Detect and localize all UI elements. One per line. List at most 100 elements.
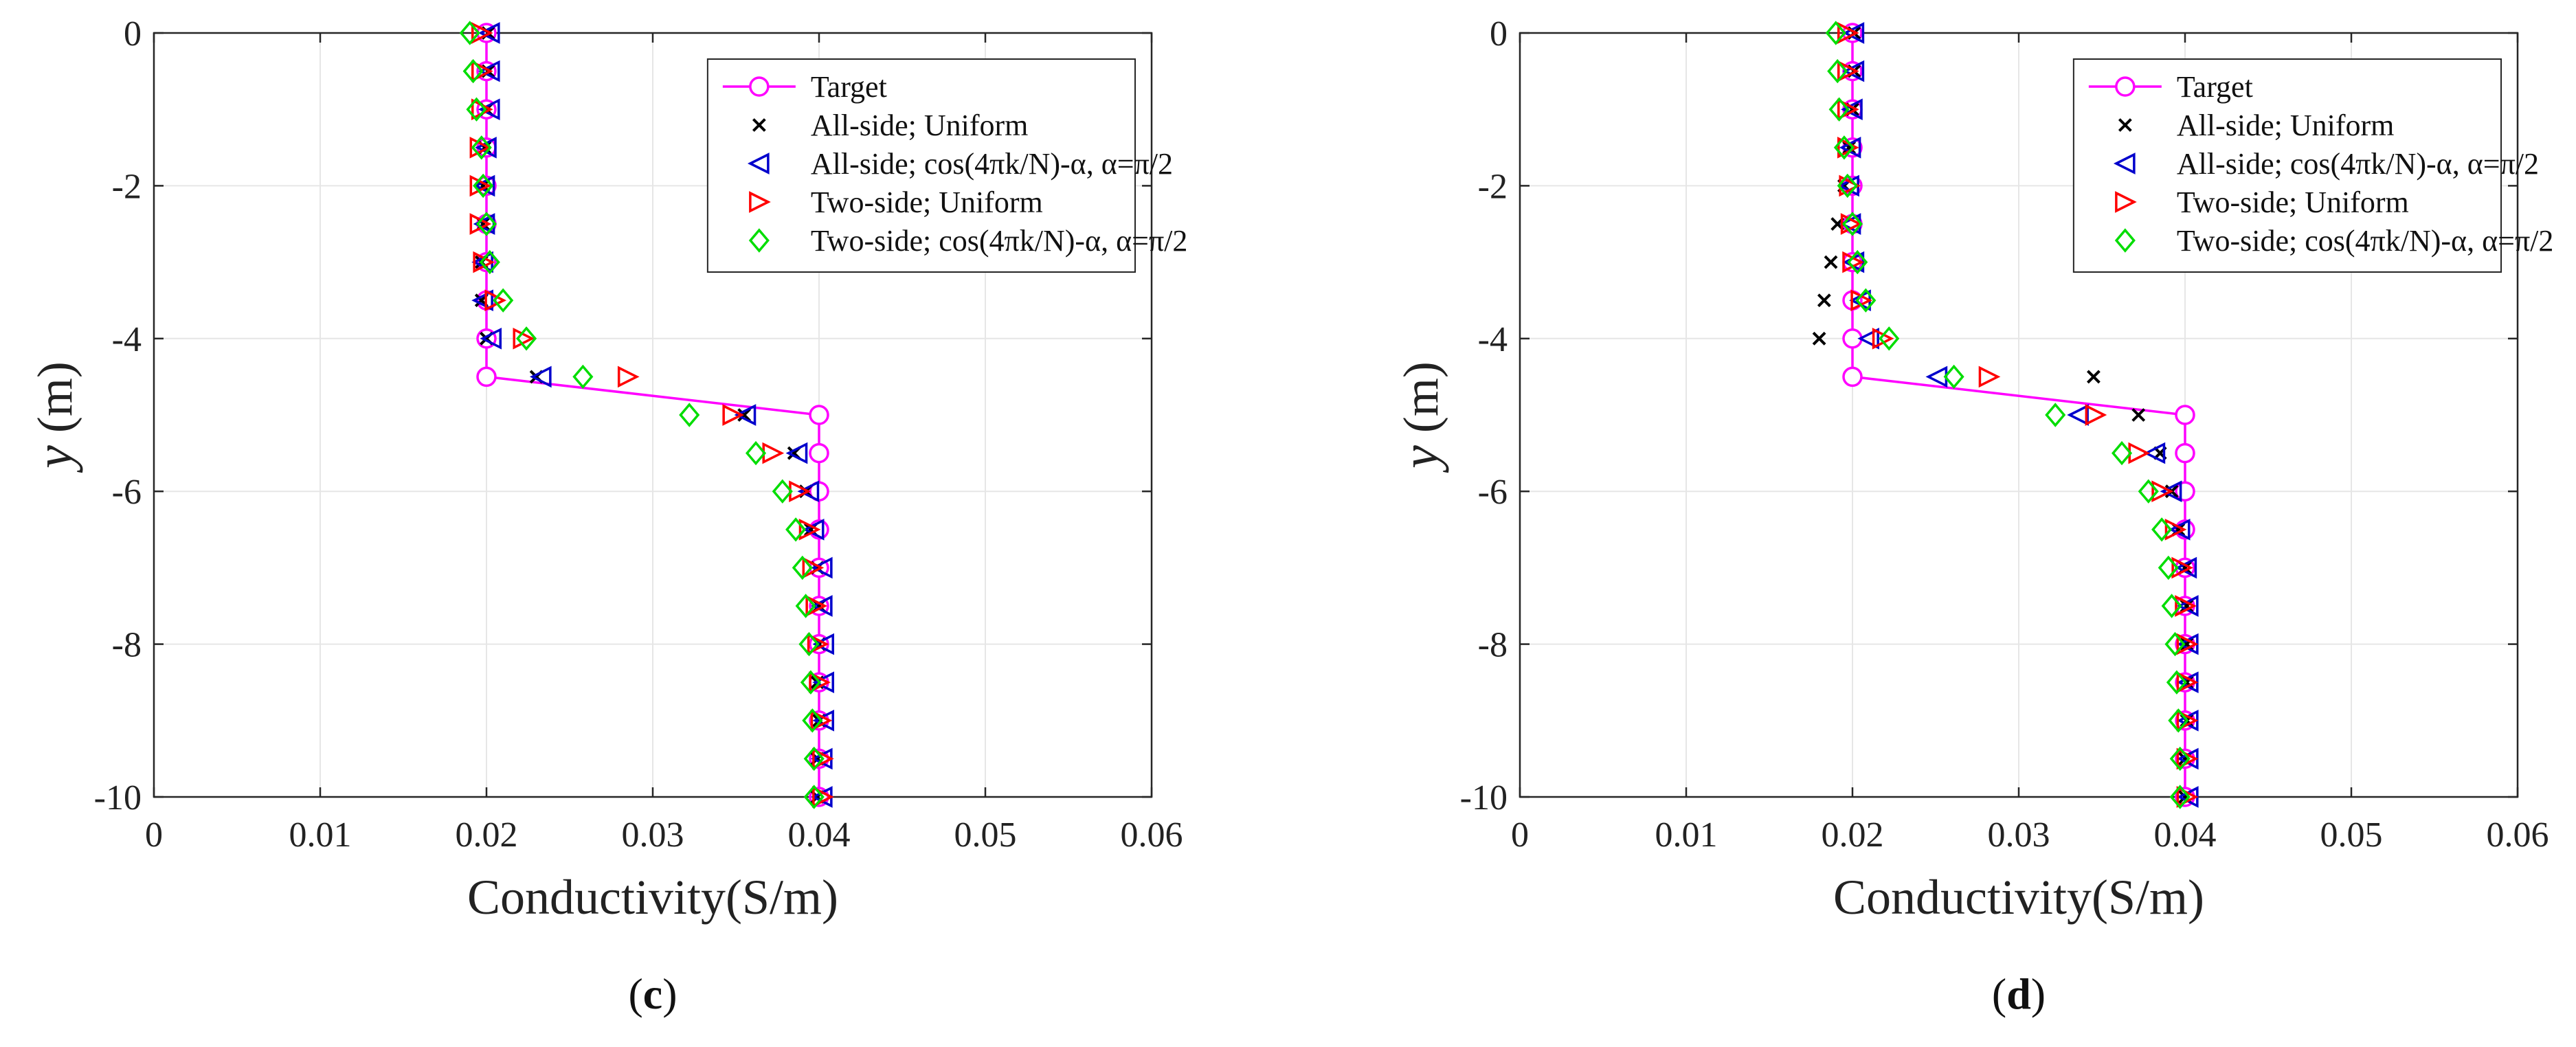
data-point-two_cos: [2158, 555, 2179, 581]
data-point-two_uniform: [812, 747, 834, 770]
data-point-all_uniform: [2180, 637, 2194, 651]
x-tick-label: 0.01: [1655, 815, 1718, 855]
data-point-all_cos: [529, 365, 552, 388]
data-point-two_uniform: [2176, 709, 2199, 732]
y-tick-label: 0: [124, 14, 142, 54]
data-point-two_uniform: [1837, 22, 1859, 44]
data-point-two_cos: [2169, 785, 2191, 809]
legend-marker-two_cos: [748, 228, 770, 253]
data-point-all_uniform: [1812, 331, 1826, 346]
data-point-two_cos: [800, 670, 821, 695]
data-point-all_cos: [471, 289, 493, 312]
data-point-two_cos: [1847, 249, 1868, 275]
x-tick-label: 0: [145, 815, 163, 855]
x-tick-label: 0.02: [456, 815, 518, 855]
data-point-all_cos: [1841, 98, 1863, 121]
legend-box: [2072, 58, 2502, 273]
panel-label-close: ): [2031, 969, 2046, 1018]
series-two_cos: [1825, 21, 2191, 809]
legend-label-all_uniform: All-side; Uniform: [2177, 109, 2395, 142]
chart-panel-c: 0 0.01 0.02 0.03 0.04 0.05 0.06 0 -2 -4 -6 -8 -10 Con…: [25, 14, 1187, 1018]
data-point-target: [1842, 366, 1863, 387]
legend-marker-two_uniform: [2115, 191, 2137, 213]
data-point-all_cos: [812, 709, 835, 732]
data-point-all_cos: [810, 595, 833, 617]
data-point-two_cos: [1943, 364, 1964, 390]
y-tick-label: -6: [1478, 473, 1508, 512]
y-axis-label-unit: (m): [27, 361, 82, 445]
data-point-two_uniform: [1978, 365, 2001, 388]
data-point-all_cos: [478, 22, 500, 44]
panel-label-letter: d: [2006, 969, 2031, 1018]
data-point-all_cos: [478, 60, 500, 82]
data-point-all_cos: [785, 442, 808, 464]
data-point-two_cos: [1837, 173, 1858, 199]
data-point-two_cos: [2151, 517, 2173, 542]
legend-marker-two_uniform: [749, 191, 771, 213]
data-point-all_uniform: [2086, 370, 2101, 384]
panel-label-open: (: [628, 969, 642, 1018]
data-point-all_uniform: [1817, 293, 1831, 308]
data-point-two_uniform: [1837, 136, 1859, 159]
data-point-two_uniform: [617, 365, 640, 388]
data-point-two_uniform: [2164, 518, 2187, 541]
data-point-two_uniform: [1837, 60, 1859, 82]
data-point-two_cos: [745, 440, 767, 466]
legend-label-two_uniform: Two-side; Uniform: [2177, 185, 2409, 219]
y-axis-label-var: y: [1391, 445, 1449, 473]
data-point-two_cos: [803, 785, 825, 809]
data-point-two_cos: [2161, 594, 2182, 618]
y-tick-label: -10: [94, 778, 142, 818]
data-point-all_cos: [2067, 404, 2089, 426]
data-point-all_cos: [2168, 518, 2191, 541]
data-point-two_cos: [803, 746, 825, 772]
panel-label-letter: c: [643, 969, 662, 1018]
data-point-two_cos: [2166, 670, 2187, 695]
legend-marker-target: [749, 76, 770, 97]
x-axis-label: Conductivity(S/m): [467, 870, 838, 925]
data-point-two_cos: [798, 631, 820, 657]
data-point-all_cos: [812, 671, 835, 694]
y-tick-label: 0: [1490, 14, 1508, 54]
data-point-two_cos: [1855, 288, 1877, 313]
x-tick-label: 0.03: [622, 815, 684, 855]
data-point-two_cos: [2045, 403, 2066, 427]
legend: Target All-side; Uniform All-side; cos(4πk…: [2072, 58, 2553, 273]
data-point-two_uniform: [798, 518, 821, 541]
data-point-all_cos: [1839, 136, 1861, 159]
series-two_cos: [459, 21, 825, 809]
data-point-two_uniform: [469, 136, 492, 159]
data-point-two_cos: [479, 249, 500, 275]
x-axis-label: Conductivity(S/m): [1833, 870, 2204, 925]
legend-marker-all_uniform: [2118, 118, 2132, 132]
data-point-two_cos: [785, 517, 807, 542]
data-point-all_uniform: [2131, 408, 2146, 422]
legend-marker-all_cos: [2113, 153, 2136, 174]
data-point-two_cos: [516, 326, 537, 351]
data-point-two_cos: [493, 288, 514, 313]
y-tick-label: -2: [112, 167, 142, 206]
data-point-two_cos: [1833, 135, 1855, 160]
data-point-two_uniform: [473, 251, 495, 273]
data-point-two_cos: [475, 212, 497, 236]
data-point-two_uniform: [812, 786, 834, 808]
data-point-all_cos: [480, 327, 502, 350]
data-point-all_cos: [810, 556, 833, 579]
y-tick-label: -10: [1460, 778, 1508, 818]
data-point-two_uniform: [2175, 595, 2197, 617]
data-point-all_cos: [1842, 22, 1865, 44]
data-point-two_cos: [1879, 326, 1900, 351]
series-two_uniform: [1837, 22, 2199, 808]
data-point-two_uniform: [809, 671, 831, 694]
x-tick-label: 0.06: [1121, 815, 1183, 855]
data-point-two_cos: [2168, 708, 2189, 733]
data-point-two_uniform: [469, 213, 492, 235]
data-point-two_uniform: [805, 595, 828, 617]
data-point-two_uniform: [484, 289, 507, 312]
y-axis-label: y (m): [25, 361, 83, 473]
data-point-two_cos: [1828, 97, 1850, 122]
x-tick-label: 0.01: [289, 815, 352, 855]
data-point-two_uniform: [2176, 786, 2199, 808]
